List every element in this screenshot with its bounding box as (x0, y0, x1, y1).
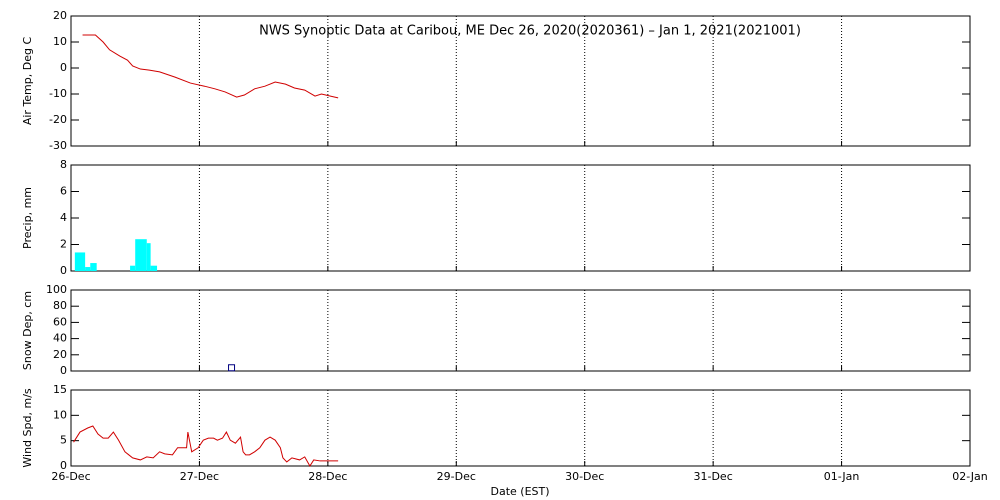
x-tick-label: 27-Dec (180, 470, 219, 483)
y-tick-label: 40 (53, 332, 67, 345)
precip-bar (85, 267, 91, 271)
chart-title: NWS Synoptic Data at Caribou, ME Dec 26,… (259, 24, 801, 39)
plot-frame (70, 15, 971, 147)
y-tick-label: 0 (60, 364, 67, 377)
y-axis-label: Precip, mm (21, 187, 34, 249)
y-axis-label: Wind Spd, m/s (21, 388, 34, 468)
data-line (82, 34, 339, 99)
y-axis-label: Air Temp, Deg C (21, 37, 34, 126)
y-axis-label: Snow Dep, cm (21, 291, 34, 370)
y-tick-label: 8 (60, 158, 67, 171)
y-tick-label: 15 (53, 383, 67, 396)
y-tick-label: 20 (53, 348, 67, 361)
y-tick-label: 4 (60, 211, 67, 224)
x-tick-label: 28-Dec (308, 470, 347, 483)
y-tick-label: 10 (53, 408, 67, 421)
y-tick-label: -10 (49, 87, 67, 100)
plot-frame (70, 164, 971, 272)
x-tick-label: 02-Jan (952, 470, 988, 483)
x-tick-label: 31-Dec (694, 470, 733, 483)
x-axis-label: Date (EST) (490, 485, 549, 498)
y-tick-label: 100 (46, 283, 67, 296)
plot-frame (70, 289, 971, 372)
precip-bar (90, 263, 97, 271)
y-tick-label: 0 (60, 264, 67, 277)
data-line (73, 425, 339, 467)
y-tick-label: 10 (53, 35, 67, 48)
y-tick-label: 5 (60, 434, 67, 447)
y-tick-label: 20 (53, 9, 67, 22)
precip-bar (135, 239, 147, 271)
y-tick-label: 0 (60, 61, 67, 74)
data-point (228, 364, 236, 372)
y-tick-label: -20 (49, 113, 67, 126)
y-tick-label: 0 (60, 459, 67, 472)
y-tick-label: 80 (53, 299, 67, 312)
x-tick-label: 29-Dec (437, 470, 476, 483)
y-tick-label: 60 (53, 315, 67, 328)
y-tick-label: -30 (49, 139, 67, 152)
precip-bar (130, 265, 136, 271)
precip-bar (74, 252, 86, 271)
x-tick-label: 01-Jan (824, 470, 860, 483)
x-tick-label: 26-Dec (51, 470, 90, 483)
y-tick-label: 6 (60, 185, 67, 198)
plot-frame (70, 389, 971, 467)
x-tick-label: 30-Dec (565, 470, 604, 483)
precip-bar (150, 265, 158, 271)
y-tick-label: 2 (60, 238, 67, 251)
precip-bar (146, 243, 151, 271)
